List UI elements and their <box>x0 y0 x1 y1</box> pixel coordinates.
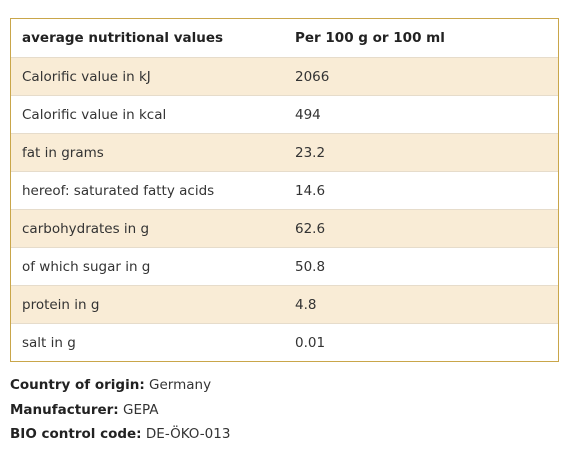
info-value: GEPA <box>122 401 159 418</box>
table-row: carbohydrates in g 62.6 <box>11 209 558 248</box>
nutrient-name: Calorific value in kcal <box>11 95 283 134</box>
nutrient-value: 0.01 <box>295 334 326 351</box>
nutrition-table-frame: average nutritional values Per 100 g or … <box>10 18 559 362</box>
table-row: fat in grams 23.2 <box>11 133 558 172</box>
nutrient-name: fat in grams <box>11 133 283 172</box>
info-label: Manufacturer: <box>10 401 119 418</box>
info-label: Country of origin: <box>10 377 145 393</box>
nutrient-name: salt in g <box>22 334 76 351</box>
nutrient-name: hereof: saturated fatty acids <box>11 171 283 210</box>
info-line: Manufacturer: GEPA <box>10 398 230 423</box>
nutrient-name: carbohydrates in g <box>11 209 283 248</box>
info-line: Country of origin: Germany <box>10 373 230 398</box>
table-row: protein in g 4.8 <box>11 285 558 324</box>
nutrient-value: 4.8 <box>283 285 558 324</box>
table-row: salt in g 0.01 <box>11 324 558 362</box>
nutrient-name: of which sugar in g <box>11 247 283 286</box>
header-cell: Per 100 g or 100 ml <box>283 19 558 58</box>
nutrient-name: protein in g <box>11 285 283 324</box>
nutrient-value: 14.6 <box>283 171 558 210</box>
info-value: Germany <box>149 377 212 393</box>
table-row: hereof: saturated fatty acids 14.6 <box>11 171 558 210</box>
nutrient-value: 23.2 <box>283 133 558 172</box>
nutrient-value: 62.6 <box>283 209 558 248</box>
info-value: DE-ÖKO-013 <box>145 426 231 442</box>
info-line: BIO control code: DE-ÖKO-013 <box>10 422 230 447</box>
table-row: Calorific value in kJ 2066 <box>11 57 558 96</box>
nutrient-name: Calorific value in kJ <box>11 57 283 96</box>
header-cell: average nutritional values <box>11 19 283 58</box>
table-row: of which sugar in g 50.8 <box>11 247 558 286</box>
info-label: BIO control code: <box>10 426 142 442</box>
table-row: Calorific value in kcal 494 <box>11 95 558 134</box>
nutrient-value: 494 <box>283 95 558 134</box>
nutrient-value: 50.8 <box>283 247 558 286</box>
nutrition-table: average nutritional values Per 100 g or … <box>11 19 558 361</box>
product-info: Country of origin: Germany Manufacturer: … <box>10 373 230 447</box>
table-body: Calorific value in kJ 2066 Calorific value… <box>11 57 558 362</box>
header-row: average nutritional values Per 100 g or … <box>11 19 558 58</box>
nutrient-value: 2066 <box>283 57 558 96</box>
